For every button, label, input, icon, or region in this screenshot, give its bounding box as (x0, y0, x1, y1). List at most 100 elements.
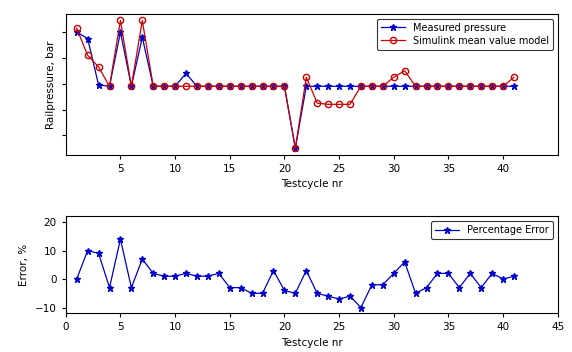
Simulink mean value model (325, 102, 332, 106)
Simulink mean value model (358, 84, 364, 88)
Measured pressure (390, 84, 397, 88)
Measured pressure (182, 71, 189, 75)
Measured pressure (95, 83, 102, 87)
Measured pressure (325, 84, 332, 88)
Simulink mean value model (401, 69, 408, 73)
Measured pressure (150, 84, 157, 88)
Measured pressure (303, 84, 309, 88)
Percentage Error (139, 257, 146, 261)
Simulink mean value model (423, 84, 430, 88)
Simulink mean value model (314, 101, 321, 105)
Measured pressure (139, 35, 146, 39)
Simulink mean value model (117, 18, 124, 23)
Percentage Error (336, 297, 343, 301)
Percentage Error (358, 306, 364, 310)
X-axis label: Testcycle nr: Testcycle nr (281, 338, 343, 348)
Percentage Error (434, 271, 441, 276)
Percentage Error (325, 294, 332, 298)
Simulink mean value model (84, 53, 91, 57)
Simulink mean value model (499, 84, 506, 88)
Percentage Error (204, 274, 211, 278)
Simulink mean value model (95, 65, 102, 69)
Measured pressure (204, 84, 211, 88)
Simulink mean value model (488, 84, 495, 88)
Simulink mean value model (270, 84, 277, 88)
Measured pressure (227, 84, 233, 88)
Measured pressure (412, 84, 419, 88)
Simulink mean value model (227, 84, 233, 88)
Simulink mean value model (467, 84, 474, 88)
Simulink mean value model (182, 84, 189, 88)
Measured pressure (434, 84, 441, 88)
Measured pressure (248, 84, 255, 88)
Simulink mean value model (216, 84, 223, 88)
Simulink mean value model (237, 84, 244, 88)
Line: Percentage Error: Percentage Error (73, 236, 518, 311)
Simulink mean value model (281, 84, 288, 88)
Measured pressure (368, 84, 375, 88)
Measured pressure (128, 84, 135, 88)
Percentage Error (227, 285, 233, 290)
Measured pressure (379, 84, 386, 88)
Percentage Error (270, 269, 277, 273)
Measured pressure (478, 84, 484, 88)
Percentage Error (84, 249, 91, 253)
Simulink mean value model (456, 84, 463, 88)
Percentage Error (128, 285, 135, 290)
Simulink mean value model (511, 75, 518, 79)
Measured pressure (281, 84, 288, 88)
Measured pressure (237, 84, 244, 88)
Measured pressure (423, 84, 430, 88)
Percentage Error (401, 260, 408, 264)
Legend: Measured pressure, Simulink mean value model: Measured pressure, Simulink mean value m… (377, 19, 553, 50)
Percentage Error (511, 274, 518, 278)
Y-axis label: Error, %: Error, % (19, 244, 29, 286)
Simulink mean value model (412, 84, 419, 88)
Percentage Error (106, 285, 113, 290)
Measured pressure (84, 36, 91, 40)
Measured pressure (467, 84, 474, 88)
Simulink mean value model (248, 84, 255, 88)
Measured pressure (216, 84, 223, 88)
Measured pressure (358, 84, 364, 88)
Percentage Error (161, 274, 168, 278)
Simulink mean value model (128, 84, 135, 88)
Measured pressure (172, 84, 178, 88)
Percentage Error (95, 251, 102, 256)
Percentage Error (368, 283, 375, 287)
Measured pressure (511, 84, 518, 88)
Percentage Error (499, 277, 506, 281)
Percentage Error (478, 285, 484, 290)
Simulink mean value model (478, 84, 484, 88)
Measured pressure (499, 84, 506, 88)
Simulink mean value model (292, 146, 299, 150)
Simulink mean value model (434, 84, 441, 88)
Simulink mean value model (368, 84, 375, 88)
Measured pressure (456, 84, 463, 88)
Percentage Error (456, 285, 463, 290)
Measured pressure (336, 84, 343, 88)
Measured pressure (193, 84, 200, 88)
Measured pressure (73, 30, 80, 34)
Simulink mean value model (204, 84, 211, 88)
Simulink mean value model (445, 84, 452, 88)
Simulink mean value model (172, 84, 178, 88)
Percentage Error (281, 288, 288, 293)
Percentage Error (303, 269, 309, 273)
Percentage Error (379, 283, 386, 287)
Simulink mean value model (106, 84, 113, 88)
Percentage Error (390, 271, 397, 276)
Percentage Error (216, 271, 223, 276)
Legend: Percentage Error: Percentage Error (431, 221, 553, 239)
Simulink mean value model (73, 26, 80, 30)
Percentage Error (347, 294, 353, 298)
Line: Measured pressure: Measured pressure (73, 29, 518, 152)
Simulink mean value model (390, 75, 397, 79)
Measured pressure (161, 84, 168, 88)
Simulink mean value model (303, 75, 309, 79)
Simulink mean value model (161, 84, 168, 88)
Percentage Error (292, 291, 299, 295)
Line: Simulink mean value model: Simulink mean value model (74, 17, 517, 151)
Simulink mean value model (139, 18, 146, 23)
Simulink mean value model (150, 84, 157, 88)
